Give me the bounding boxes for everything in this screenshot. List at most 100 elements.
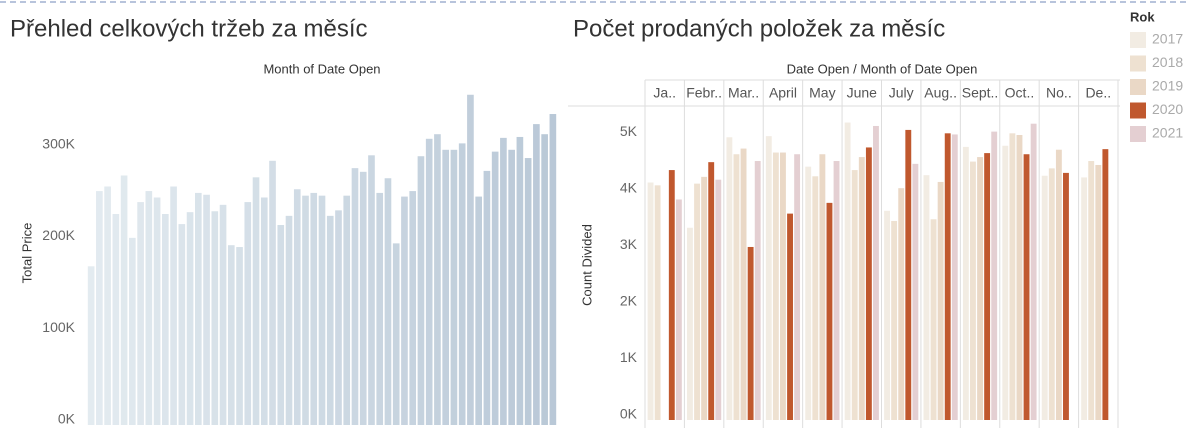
legend-title: Rok [1130, 9, 1155, 24]
bar [351, 168, 359, 425]
bar [227, 245, 235, 425]
bar [145, 191, 153, 425]
bar [726, 137, 733, 421]
bar [787, 213, 793, 420]
bar [87, 266, 95, 425]
bar [1055, 149, 1062, 421]
bar [891, 220, 898, 420]
bar [549, 114, 557, 426]
y-tick-label: 0K [58, 411, 76, 427]
bar [1081, 177, 1088, 420]
bar [912, 163, 919, 420]
bar [668, 170, 675, 420]
bar [923, 175, 930, 420]
bar [401, 196, 408, 425]
column-header: Date Open / Month of Date Open [787, 61, 978, 76]
bar [937, 181, 944, 420]
x-tick-label: Mar.. [728, 85, 759, 101]
bar [425, 138, 433, 426]
bar [137, 202, 144, 425]
bar [851, 170, 858, 420]
y-tick-label: 3K [620, 236, 638, 252]
legend-label: 2018 [1152, 54, 1183, 70]
x-tick-label: Febr.. [686, 85, 722, 101]
bar [500, 137, 507, 425]
bar [219, 204, 227, 425]
bar [516, 136, 524, 425]
bar [754, 161, 761, 420]
bar [858, 157, 865, 420]
bar [765, 136, 772, 420]
bar [905, 129, 912, 420]
bar [844, 122, 851, 420]
column-header: Month of Date Open [263, 61, 380, 76]
bar [1016, 135, 1023, 420]
y-tick-label: 100K [42, 319, 75, 335]
legend-label: 2021 [1152, 125, 1183, 141]
bar [1023, 154, 1030, 420]
bar [335, 210, 342, 425]
bar [376, 192, 384, 425]
bar [533, 124, 540, 425]
bar [794, 154, 801, 420]
bar [260, 197, 268, 425]
bar [293, 189, 301, 425]
bar [450, 149, 458, 426]
bar [541, 134, 548, 426]
bar [285, 215, 293, 425]
bar [1095, 164, 1102, 420]
bar [930, 219, 937, 420]
bar [812, 176, 819, 420]
y-tick-label: 2K [620, 293, 638, 309]
y-tick-label: 4K [620, 180, 638, 196]
bar [359, 171, 367, 425]
bar [833, 161, 840, 420]
bar [805, 166, 812, 420]
bar [1030, 123, 1037, 421]
bar [112, 214, 120, 425]
legend-swatch [1130, 79, 1146, 95]
x-tick-label: July [889, 85, 914, 101]
bar [654, 185, 661, 420]
bar [826, 202, 833, 420]
y-tick-label: 300K [42, 136, 75, 152]
bar [203, 194, 210, 425]
legend-label: 2019 [1152, 78, 1183, 94]
bar [1009, 133, 1016, 420]
bar [1088, 161, 1095, 420]
bar [715, 179, 722, 420]
y-axis-label: Total Price [19, 223, 34, 284]
bar [701, 176, 708, 420]
bar [343, 195, 351, 425]
bar [96, 191, 103, 425]
bar [747, 246, 754, 420]
bar [687, 227, 693, 420]
bar [475, 196, 482, 425]
bar [153, 197, 161, 425]
bar [508, 149, 515, 426]
bar [675, 199, 682, 420]
x-tick-label: June [847, 85, 878, 101]
y-axis-label: Count Divided [579, 224, 594, 306]
bar [944, 133, 951, 420]
chart-title: Počet prodaných položek za měsíc [573, 15, 945, 42]
bar [1041, 175, 1048, 420]
bar [252, 177, 260, 425]
bar [884, 210, 890, 420]
bar [442, 149, 450, 426]
bar [991, 131, 998, 421]
bar [898, 188, 905, 420]
x-tick-label: Aug.. [924, 85, 957, 101]
legend-label: 2020 [1152, 101, 1183, 117]
x-tick-label: Sept.. [962, 85, 999, 101]
legend-swatch [1130, 55, 1146, 72]
bar [170, 186, 177, 425]
y-tick-label: 0K [620, 406, 638, 422]
bar [104, 186, 111, 425]
x-tick-label: April [769, 85, 797, 101]
legend-swatch [1130, 102, 1146, 119]
bar [977, 157, 983, 420]
x-tick-label: May [809, 85, 835, 101]
chart-title: Přehled celkových tržeb za měsíc [10, 15, 367, 42]
